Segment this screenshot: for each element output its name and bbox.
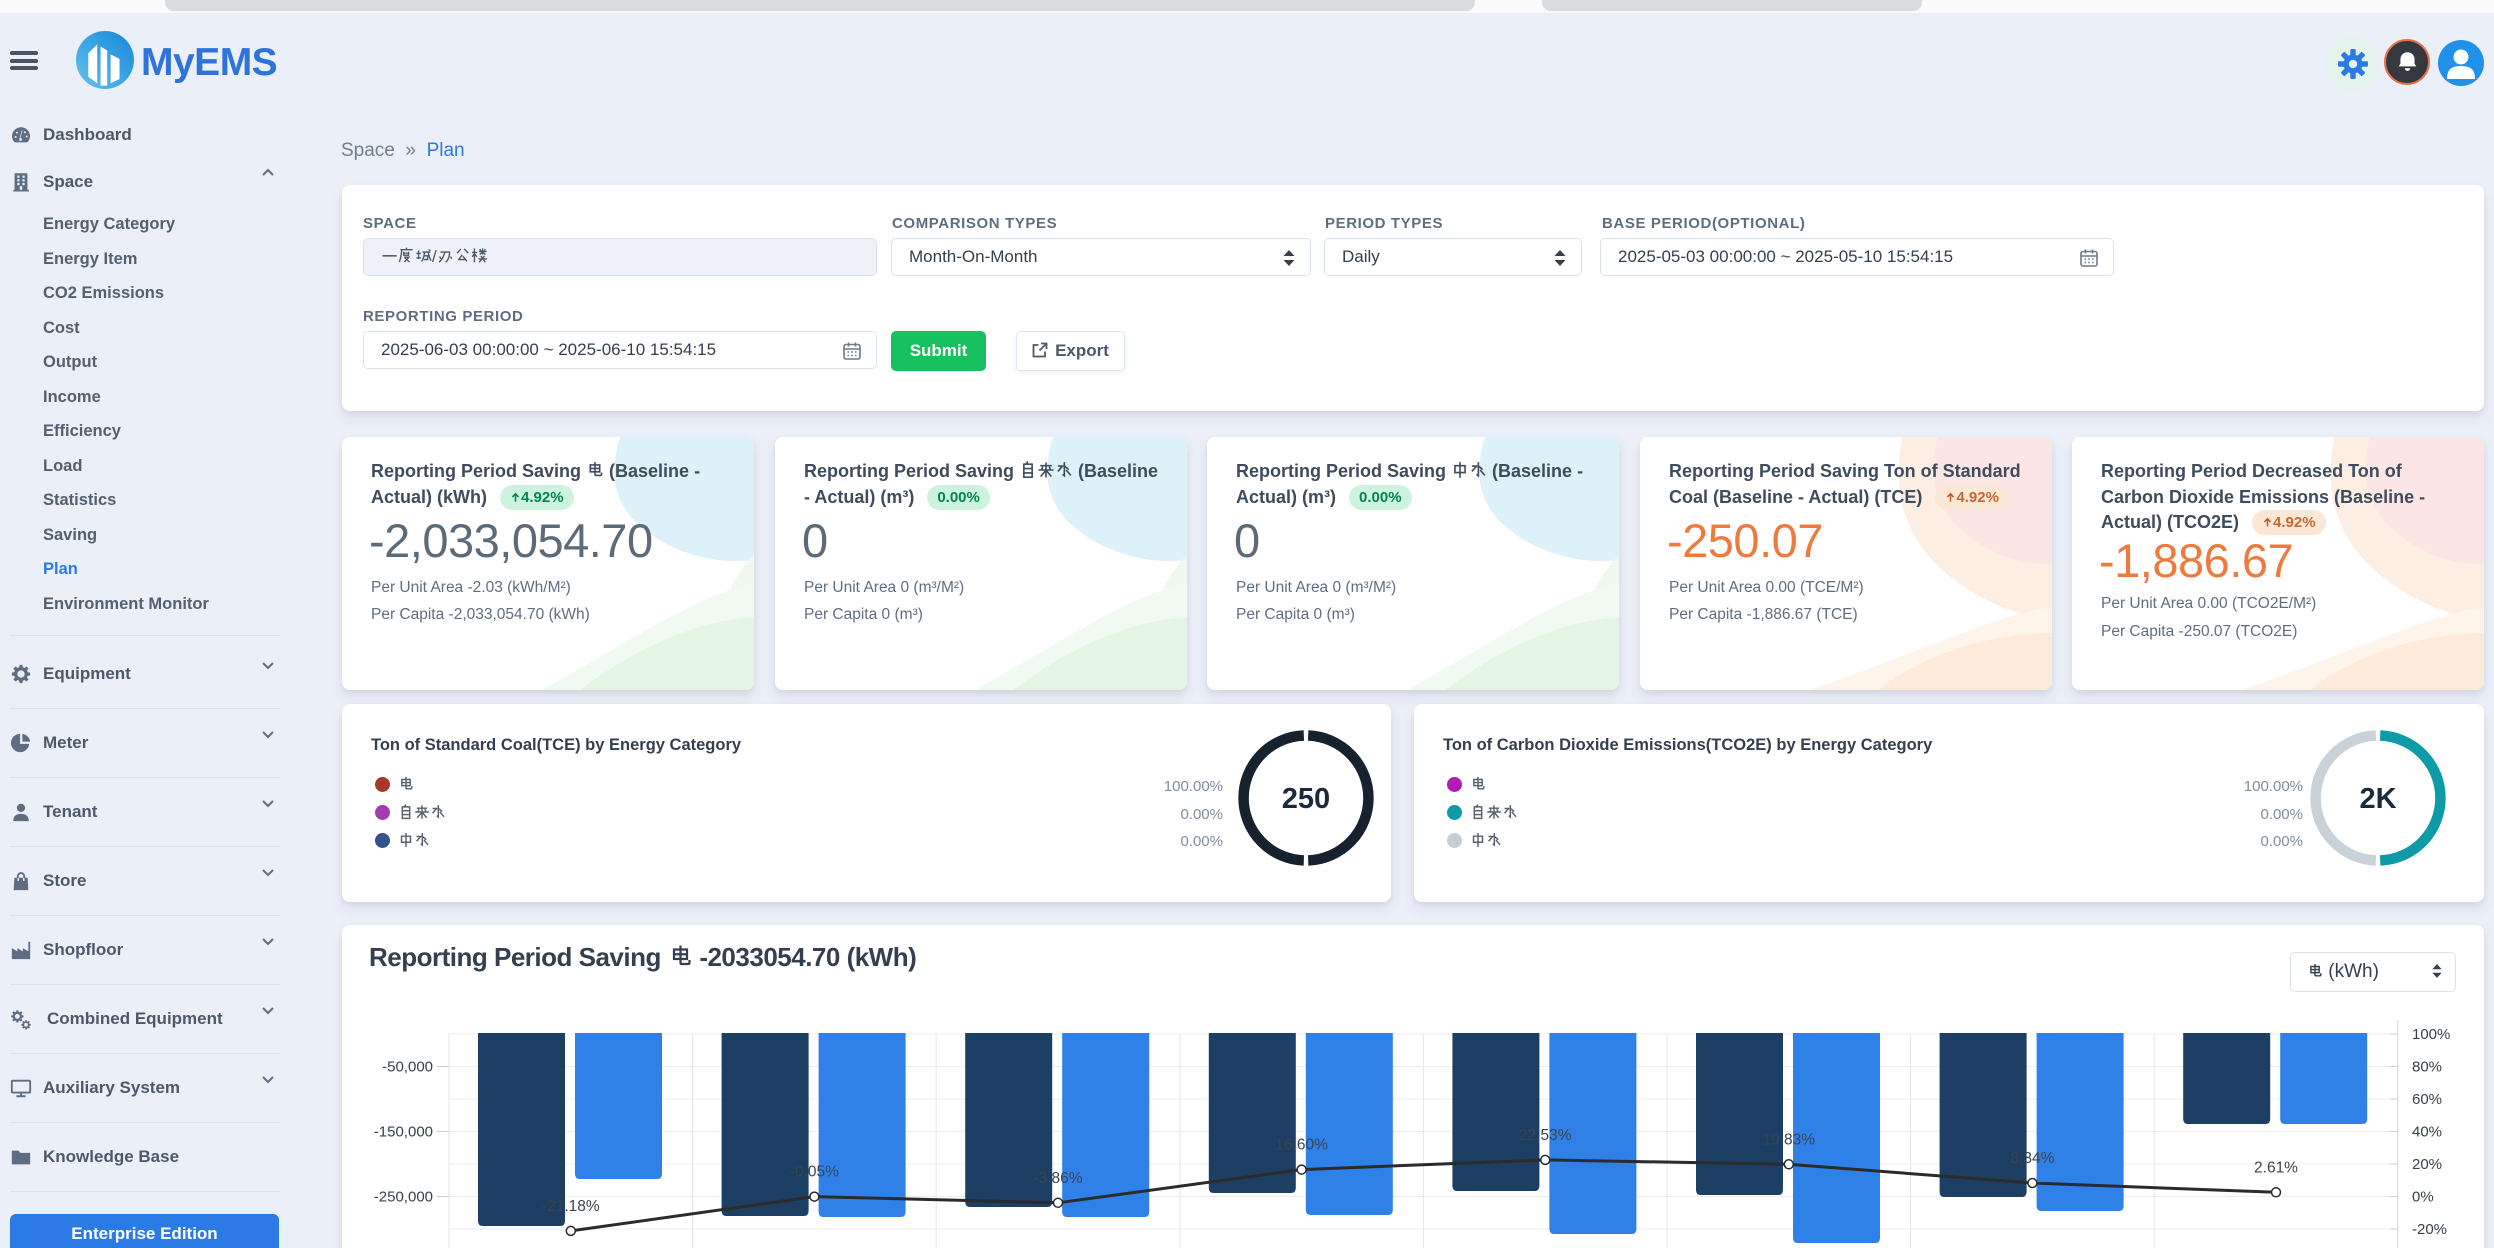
svg-text:-50,000: -50,000 [382, 1059, 433, 1076]
svg-text:60%: 60% [2412, 1091, 2442, 1108]
svg-text:0%: 0% [2412, 1189, 2434, 1206]
svg-text:100%: 100% [2412, 1026, 2450, 1043]
svg-text:-150,000: -150,000 [374, 1124, 433, 1141]
svg-text:-20%: -20% [2412, 1221, 2447, 1238]
svg-text:2K: 2K [2359, 783, 2396, 815]
svg-text:-250,000: -250,000 [374, 1189, 433, 1206]
svg-text:20%: 20% [2412, 1156, 2442, 1173]
svg-text:19.83%: 19.83% [1763, 1131, 1816, 1148]
svg-text:250: 250 [1282, 783, 1330, 815]
svg-text:2.61%: 2.61% [2254, 1159, 2298, 1176]
svg-text:-3.86%: -3.86% [1033, 1170, 1082, 1187]
svg-text:16.60%: 16.60% [1275, 1137, 1328, 1154]
svg-text:-0.05%: -0.05% [790, 1164, 839, 1181]
svg-text:22.53%: 22.53% [1519, 1127, 1572, 1144]
svg-text:40%: 40% [2412, 1124, 2442, 1141]
svg-text:8.34%: 8.34% [2010, 1150, 2054, 1167]
svg-text:80%: 80% [2412, 1059, 2442, 1076]
svg-text:-21.18%: -21.18% [542, 1198, 600, 1215]
